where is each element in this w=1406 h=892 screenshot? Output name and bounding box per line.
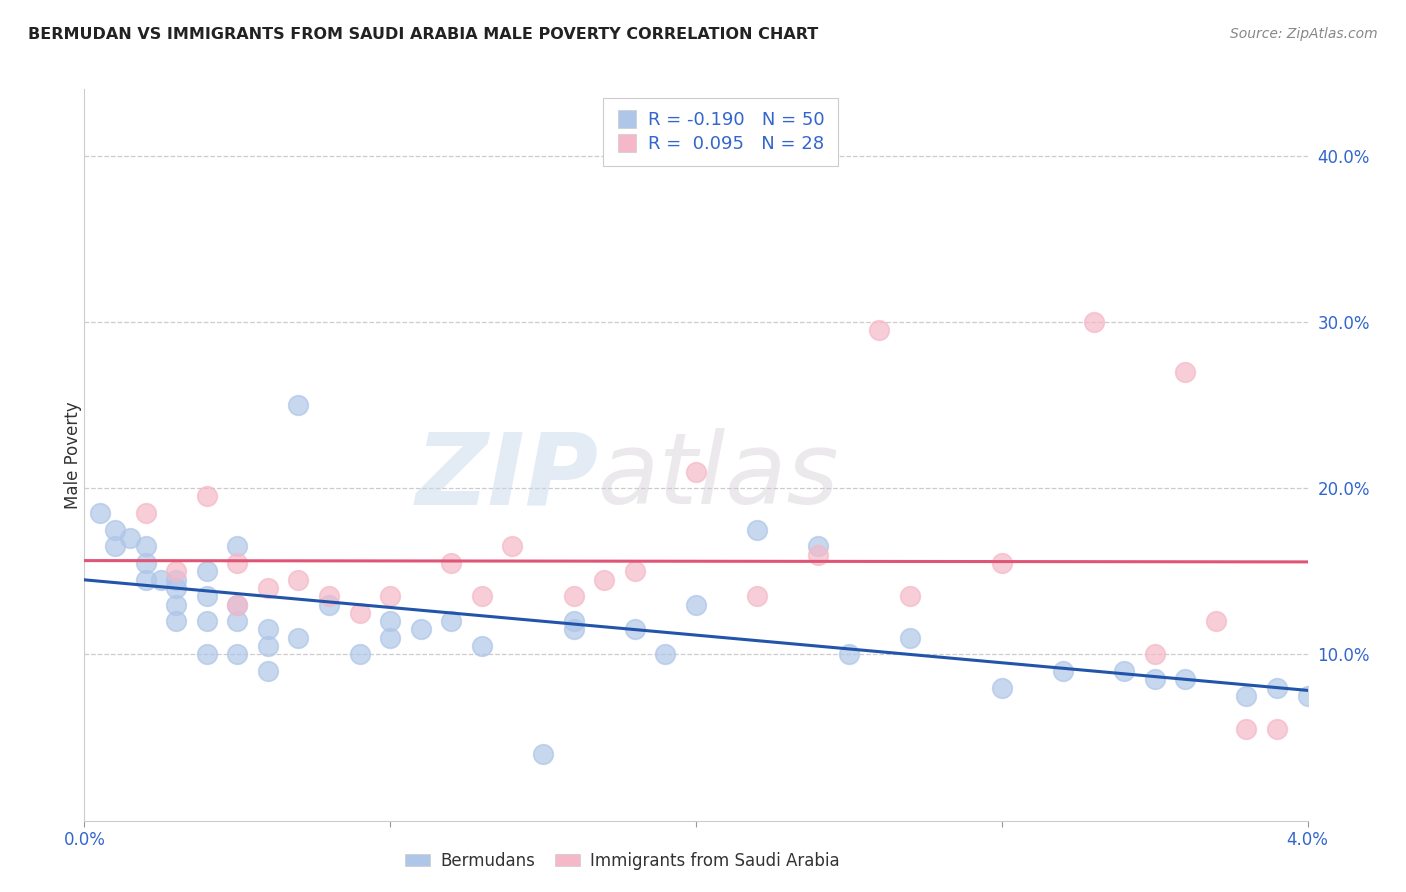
Point	[471, 639, 494, 653]
Point	[89, 506, 111, 520]
Point	[135, 506, 157, 520]
Point	[257, 639, 280, 653]
Point	[1205, 614, 1227, 628]
Point	[349, 648, 371, 662]
Point	[1052, 664, 1074, 678]
Point	[226, 598, 249, 612]
Point	[654, 648, 676, 662]
Point	[685, 465, 707, 479]
Point	[562, 614, 585, 628]
Text: Source: ZipAtlas.com: Source: ZipAtlas.com	[1230, 27, 1378, 41]
Point	[135, 573, 157, 587]
Point	[624, 564, 647, 578]
Text: BERMUDAN VS IMMIGRANTS FROM SAUDI ARABIA MALE POVERTY CORRELATION CHART: BERMUDAN VS IMMIGRANTS FROM SAUDI ARABIA…	[28, 27, 818, 42]
Point	[349, 606, 371, 620]
Point	[380, 589, 402, 603]
Point	[165, 598, 187, 612]
Point	[257, 664, 280, 678]
Point	[1296, 689, 1319, 703]
Point	[1265, 723, 1288, 737]
Point	[318, 598, 340, 612]
Y-axis label: Male Poverty: Male Poverty	[65, 401, 82, 508]
Point	[226, 648, 249, 662]
Point	[747, 523, 769, 537]
Point	[807, 539, 830, 553]
Point	[287, 573, 309, 587]
Point	[165, 614, 187, 628]
Point	[440, 556, 463, 570]
Point	[1114, 664, 1136, 678]
Point	[195, 648, 218, 662]
Point	[257, 623, 280, 637]
Point	[149, 573, 172, 587]
Point	[807, 548, 830, 562]
Point	[991, 681, 1014, 695]
Point	[380, 614, 402, 628]
Point	[195, 589, 218, 603]
Point	[165, 573, 187, 587]
Point	[165, 564, 187, 578]
Point	[120, 531, 142, 545]
Point	[1174, 673, 1197, 687]
Point	[226, 556, 249, 570]
Point	[1174, 365, 1197, 379]
Point	[531, 747, 554, 761]
Point	[685, 598, 707, 612]
Point	[287, 398, 309, 412]
Point	[195, 614, 218, 628]
Point	[869, 323, 891, 337]
Point	[898, 589, 921, 603]
Point	[1236, 723, 1258, 737]
Point	[1143, 673, 1166, 687]
Point	[593, 573, 616, 587]
Legend: Bermudans, Immigrants from Saudi Arabia: Bermudans, Immigrants from Saudi Arabia	[396, 844, 848, 878]
Point	[135, 539, 157, 553]
Point	[165, 581, 187, 595]
Text: atlas: atlas	[598, 428, 839, 525]
Point	[104, 539, 127, 553]
Point	[1236, 689, 1258, 703]
Point	[624, 623, 647, 637]
Point	[226, 539, 249, 553]
Point	[226, 598, 249, 612]
Point	[991, 556, 1014, 570]
Point	[1143, 648, 1166, 662]
Point	[898, 631, 921, 645]
Text: ZIP: ZIP	[415, 428, 598, 525]
Point	[195, 564, 218, 578]
Point	[135, 556, 157, 570]
Point	[380, 631, 402, 645]
Point	[318, 589, 340, 603]
Point	[226, 614, 249, 628]
Point	[838, 648, 860, 662]
Point	[502, 539, 524, 553]
Point	[104, 523, 127, 537]
Point	[562, 623, 585, 637]
Point	[257, 581, 280, 595]
Point	[195, 490, 218, 504]
Point	[562, 589, 585, 603]
Point	[1265, 681, 1288, 695]
Point	[1083, 315, 1105, 329]
Point	[440, 614, 463, 628]
Point	[471, 589, 494, 603]
Point	[747, 589, 769, 603]
Point	[287, 631, 309, 645]
Point	[409, 623, 432, 637]
